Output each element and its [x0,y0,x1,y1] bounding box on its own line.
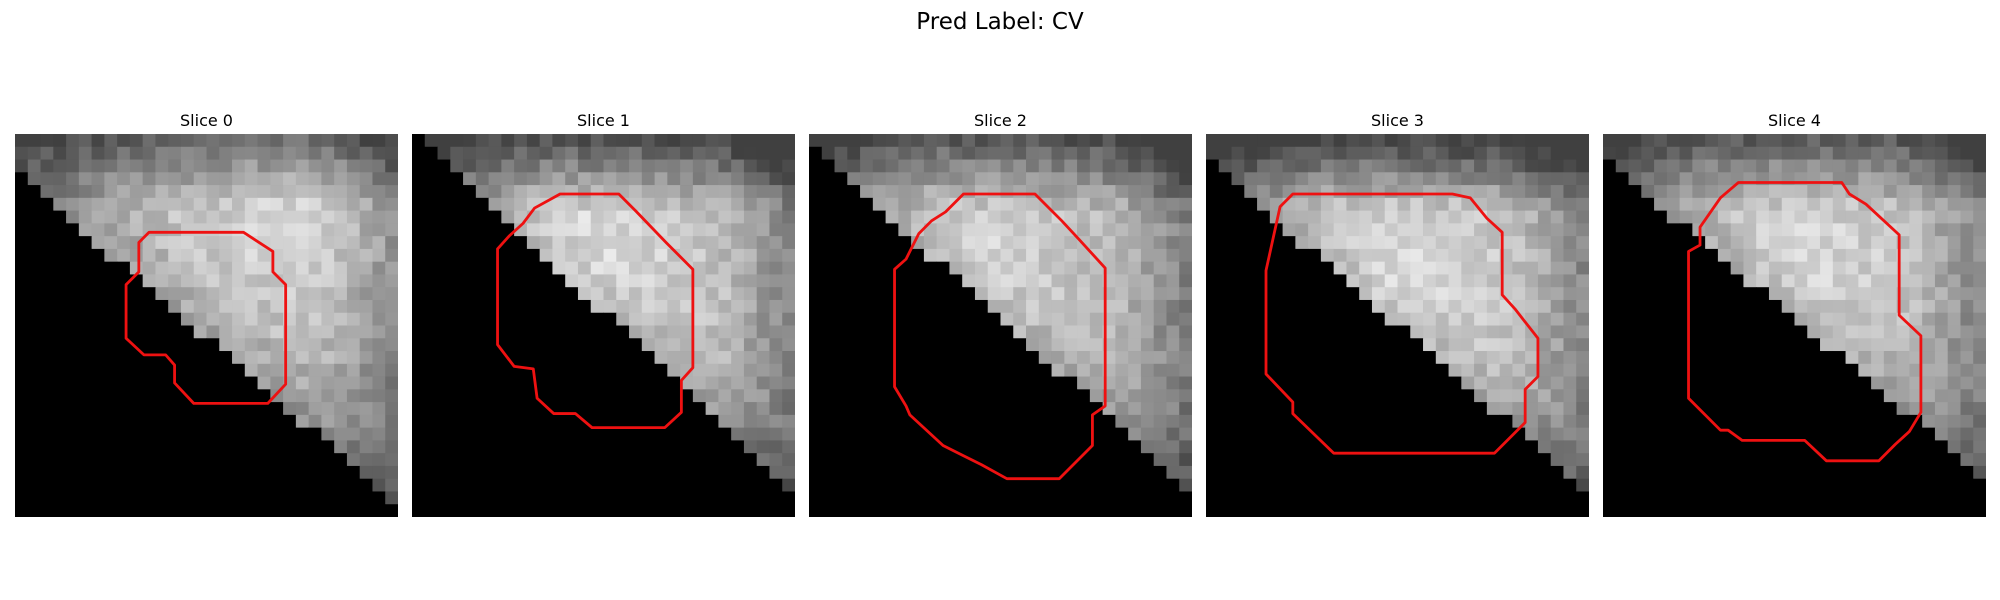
segmentation-contour [893,192,1107,481]
slice-image-1 [412,134,795,517]
figure-title: Pred Label: CV [916,9,1084,35]
slice-image-4 [1603,134,1986,517]
segmentation-contour [496,192,695,430]
slice-image-3 [1206,134,1589,517]
segmentation-contour [124,230,288,405]
slice-panel-1: Slice 1 [412,110,795,517]
slice-panel-4: Slice 4 [1603,110,1986,517]
slice-panel-0: Slice 0 [15,110,398,517]
slice-image-0 [15,134,398,517]
slice-title-1: Slice 1 [577,111,630,130]
segmentation-contour [1264,192,1540,455]
slice-title-2: Slice 2 [974,111,1027,130]
slice-image-2 [809,134,1192,517]
segmentation-contour [1687,181,1923,463]
slice-panel-2: Slice 2 [809,110,1192,517]
slice-title-3: Slice 3 [1371,111,1424,130]
slice-title-4: Slice 4 [1768,111,1821,130]
slice-title-0: Slice 0 [180,111,233,130]
slice-panel-3: Slice 3 [1206,110,1589,517]
